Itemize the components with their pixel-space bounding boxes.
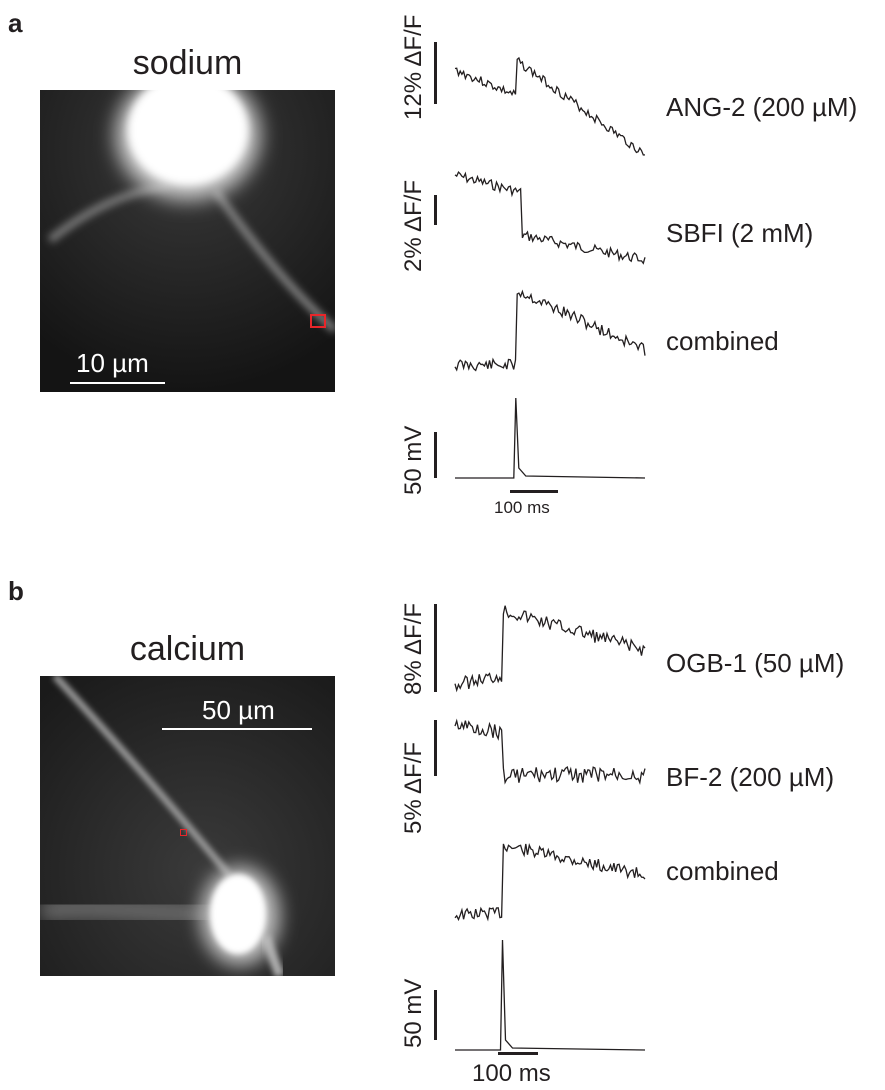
calcium-cell-image (40, 676, 335, 976)
panel-b-image-title: calcium (129, 630, 246, 668)
voltage-scale-label-a: 50 mV (400, 425, 427, 495)
ang2-label: ANG-2 (200 µM) (666, 92, 858, 122)
ang2-trace (454, 56, 646, 156)
sodium-image-scalebar-label: 10 µm (76, 348, 149, 378)
sodium-micrograph: 10 µm (40, 90, 335, 392)
ang2-scale-bar (434, 42, 437, 104)
panel-a-letter: a (8, 8, 23, 38)
combined-calcium-trace (454, 843, 646, 922)
time-scale-label-b: 100 ms (472, 1060, 551, 1087)
sbfi-scale-bar (434, 195, 437, 225)
voltage-scale-label-b: 50 mV (400, 978, 427, 1048)
voltage-scale-bar-a (434, 432, 437, 478)
ogb1-scale-label: 8% ΔF/F (400, 602, 427, 695)
time-scale-bar-b (498, 1052, 538, 1055)
ogb1-trace (454, 605, 646, 693)
bf2-scale-label: 5% ΔF/F (400, 741, 427, 834)
bf2-label: BF-2 (200 µM) (666, 762, 835, 792)
panel-b-letter: b (8, 576, 24, 606)
panel-b-traces (454, 605, 646, 1051)
sbfi-scale-label: 2% ΔF/F (400, 179, 427, 272)
bf2-scale-bar (434, 720, 437, 776)
panel-a-traces (454, 56, 646, 479)
combined-calcium-label: combined (666, 856, 779, 886)
combined-sodium-label: combined (666, 326, 779, 356)
panel-a-image-title: sodium (132, 44, 243, 82)
time-scale-bar-a (510, 490, 558, 493)
sbfi-label: SBFI (2 mM) (666, 218, 814, 248)
sodium-roi-box (310, 314, 326, 328)
voltage-trace-a (455, 397, 646, 479)
bf2-trace (454, 718, 646, 785)
time-scale-label-a: 100 ms (494, 498, 550, 517)
calcium-micrograph: 50 µm (40, 676, 335, 976)
calcium-image-scalebar-label: 50 µm (202, 695, 275, 725)
voltage-scale-bar-b (434, 990, 437, 1040)
combined-sodium-trace (454, 289, 646, 372)
ang2-scale-label: 12% ΔF/F (400, 14, 427, 120)
sodium-image-scalebar-line (70, 382, 165, 384)
voltage-trace-b (455, 939, 646, 1051)
calcium-roi-box (180, 829, 187, 836)
sodium-cell-image (40, 90, 335, 392)
calcium-image-scalebar-line (162, 728, 312, 730)
ogb1-scale-bar (434, 604, 437, 692)
ogb1-label: OGB-1 (50 µM) (666, 648, 845, 678)
sbfi-trace (454, 170, 646, 265)
